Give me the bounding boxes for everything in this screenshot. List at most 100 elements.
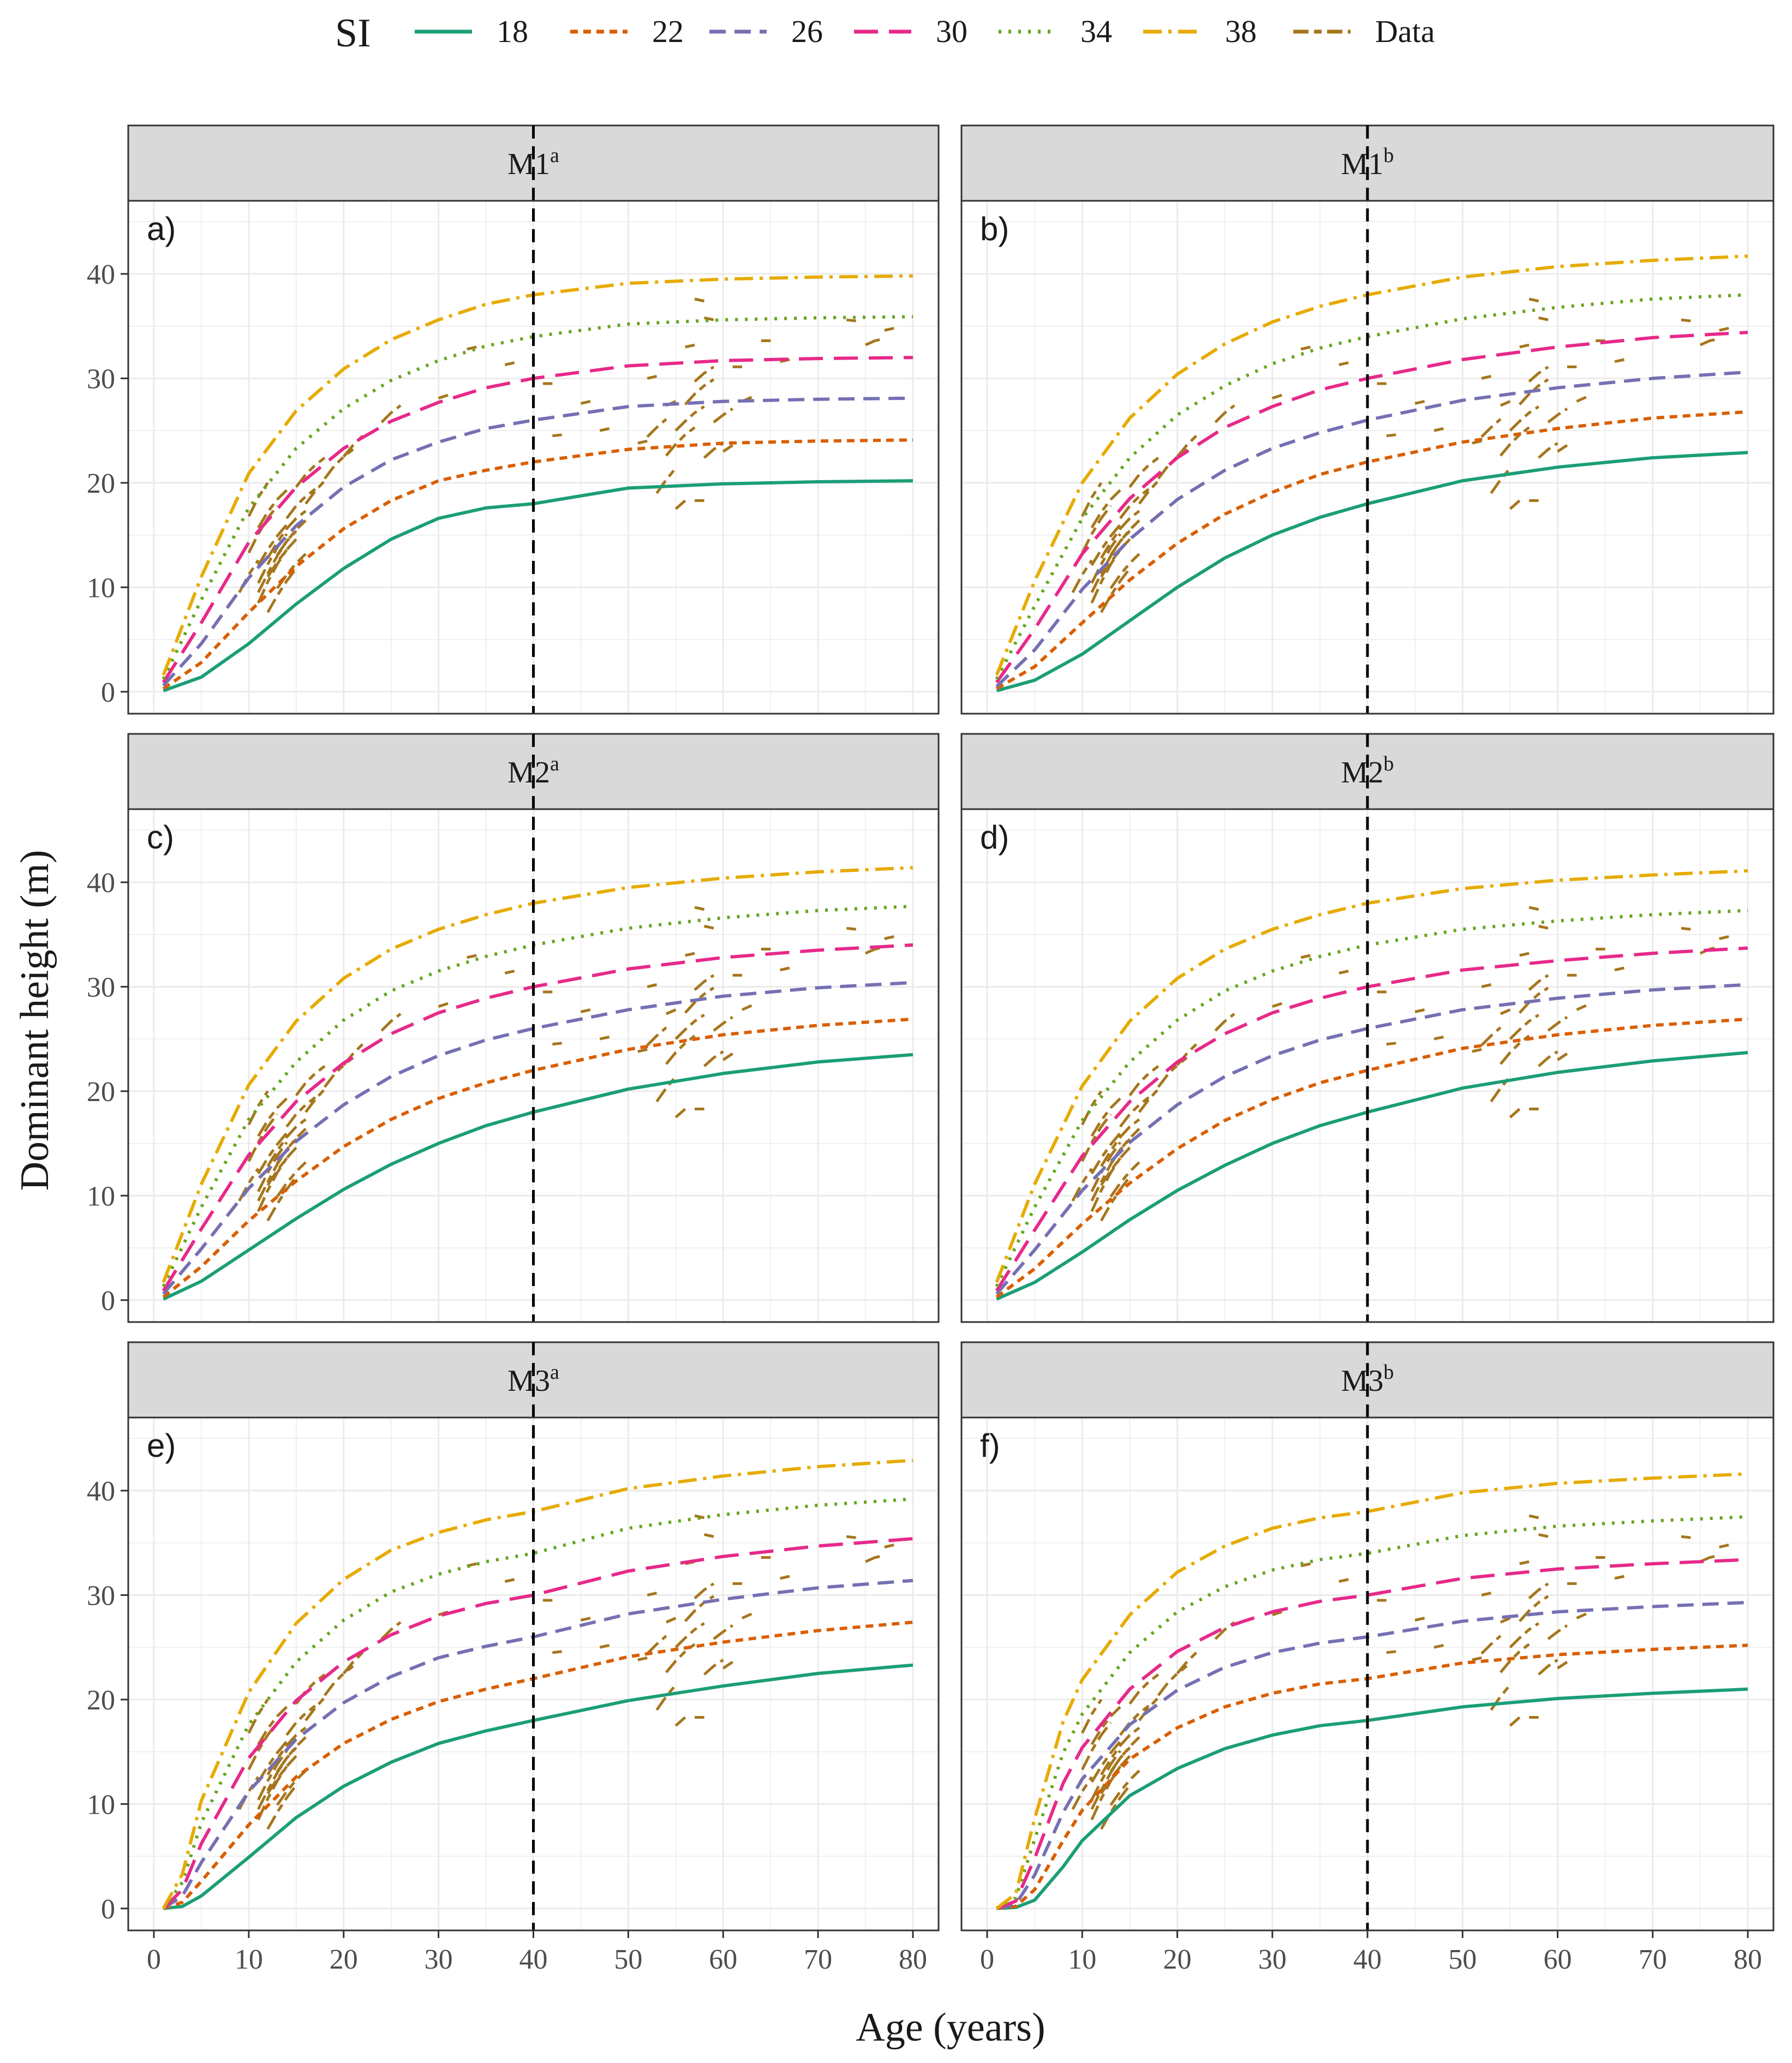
data-series-segment [1100, 567, 1131, 613]
data-series-segment [694, 974, 715, 991]
data-series-segment [1176, 435, 1198, 458]
panel-letter: d) [980, 819, 1009, 856]
data-series-segment [1090, 1141, 1121, 1192]
data-series-segment [1576, 396, 1587, 403]
y-tick-label: 30 [87, 972, 115, 1003]
data-series-segment [1480, 418, 1502, 438]
panel-c: M2a c) 0 10 20 30 40 [87, 733, 940, 1323]
data-series-segment [580, 400, 591, 405]
data-series-segment [1481, 375, 1492, 380]
data-series-segment [655, 1684, 677, 1711]
legend: SI 18 22 26 30 34 38 Data [335, 11, 1435, 56]
data-series-segment [1081, 482, 1103, 517]
si-curve-18 [996, 451, 1748, 692]
y-tick-label: 10 [87, 1181, 115, 1212]
si-curve-34 [995, 908, 1748, 1288]
panel-f: M3b f) 0 10 20 30 40 50 60 70 80 [960, 1341, 1775, 1975]
panel-letter: b) [980, 211, 1009, 247]
data-series-segment [266, 1146, 297, 1186]
data-series-segment [1386, 1042, 1396, 1046]
data-series-segment [1176, 1652, 1198, 1675]
si-curves [162, 866, 913, 1301]
panel-border [127, 200, 940, 715]
data-series-segment [1081, 1113, 1112, 1162]
data-series-segment [1138, 1696, 1160, 1721]
x-tick-label: 60 [709, 1944, 737, 1975]
data-series-segment [580, 1617, 591, 1622]
si-curve-30 [995, 946, 1748, 1292]
panel-strip-label: M1b [1341, 144, 1394, 181]
data-series-segment [1090, 1740, 1121, 1783]
x-tick-label: 30 [1258, 1944, 1287, 1975]
x-tick-label: 40 [519, 1944, 548, 1975]
panel-strip-label: M3b [1341, 1361, 1394, 1398]
x-tick-label: 20 [1163, 1944, 1192, 1975]
data-series-segment [342, 1652, 364, 1675]
data-series-segment [1128, 1065, 1160, 1097]
si-curve-26 [996, 1600, 1748, 1910]
data-series-segment [1538, 1659, 1558, 1676]
data-series-segment [884, 327, 894, 332]
data-series-segment [1090, 1138, 1131, 1202]
x-tick-label: 50 [1448, 1944, 1477, 1975]
data-series-segment [1481, 983, 1492, 988]
data-series-segment [1071, 559, 1093, 594]
data-series-segment [552, 1042, 562, 1046]
data-series-segment [266, 1784, 297, 1830]
data-series-segment [1090, 1747, 1131, 1810]
si-curve-26 [162, 396, 913, 687]
data-series-segment [552, 1650, 562, 1654]
panel-border [960, 808, 1775, 1323]
data-series-segment [1128, 457, 1160, 488]
data-series-segment [380, 1621, 402, 1640]
data-series-segment [1481, 1592, 1492, 1596]
data-series-segment [1090, 489, 1121, 529]
data-series-segment [665, 1008, 677, 1015]
data-series-segment [1100, 1726, 1140, 1775]
si-curve-18 [996, 1687, 1748, 1910]
data-series-segment [1100, 1146, 1131, 1186]
si-curves [995, 869, 1748, 1301]
panel-d: M2b d) [960, 733, 1775, 1323]
data-series-segment [257, 530, 297, 594]
data-series-segment [1528, 1582, 1549, 1600]
si-curve-18 [163, 479, 913, 692]
data-series-segment [1100, 510, 1140, 559]
data-series-segment [380, 404, 402, 423]
data-series-segment [1472, 1048, 1482, 1053]
legend-item-34: 34 [999, 14, 1112, 49]
data-series-segment [1499, 426, 1530, 457]
si-curve-38 [162, 1458, 913, 1910]
si-curve-30 [995, 331, 1748, 684]
data-series-segment [1499, 1643, 1530, 1673]
data-series-segment [266, 510, 307, 559]
data-series-segment [1528, 366, 1549, 383]
data-series-segment [1214, 404, 1235, 423]
data-series-segment [1109, 519, 1140, 556]
data-series-segment [846, 318, 856, 322]
data-series-segment [1518, 1595, 1549, 1622]
data-series-segment [1614, 1575, 1625, 1580]
data-series-segment [1272, 1610, 1282, 1617]
data-series-segment [655, 467, 677, 494]
data-series-segment [1090, 1157, 1121, 1212]
data-series-segment [694, 906, 705, 911]
data-series-segment [1500, 1617, 1511, 1624]
observed-data [238, 297, 894, 613]
legend-item-18: 18 [415, 14, 528, 49]
data-series-segment [1128, 1673, 1160, 1705]
data-series-segment [257, 1141, 288, 1192]
data-series-segment [1214, 1013, 1235, 1032]
data-series-segment [1119, 488, 1150, 519]
data-series-segment [1547, 407, 1568, 423]
data-series-segment [580, 1008, 591, 1013]
si-curve-26 [995, 370, 1748, 688]
data-series-segment [647, 1592, 658, 1596]
data-series-segment [637, 1656, 648, 1661]
data-series-segment [665, 1035, 696, 1065]
legend-item-26: 26 [709, 14, 823, 49]
data-series-segment [1081, 1090, 1103, 1126]
data-series-segment [257, 489, 288, 529]
si-curve-18 [163, 1053, 913, 1301]
data-series-segment [780, 1575, 790, 1580]
